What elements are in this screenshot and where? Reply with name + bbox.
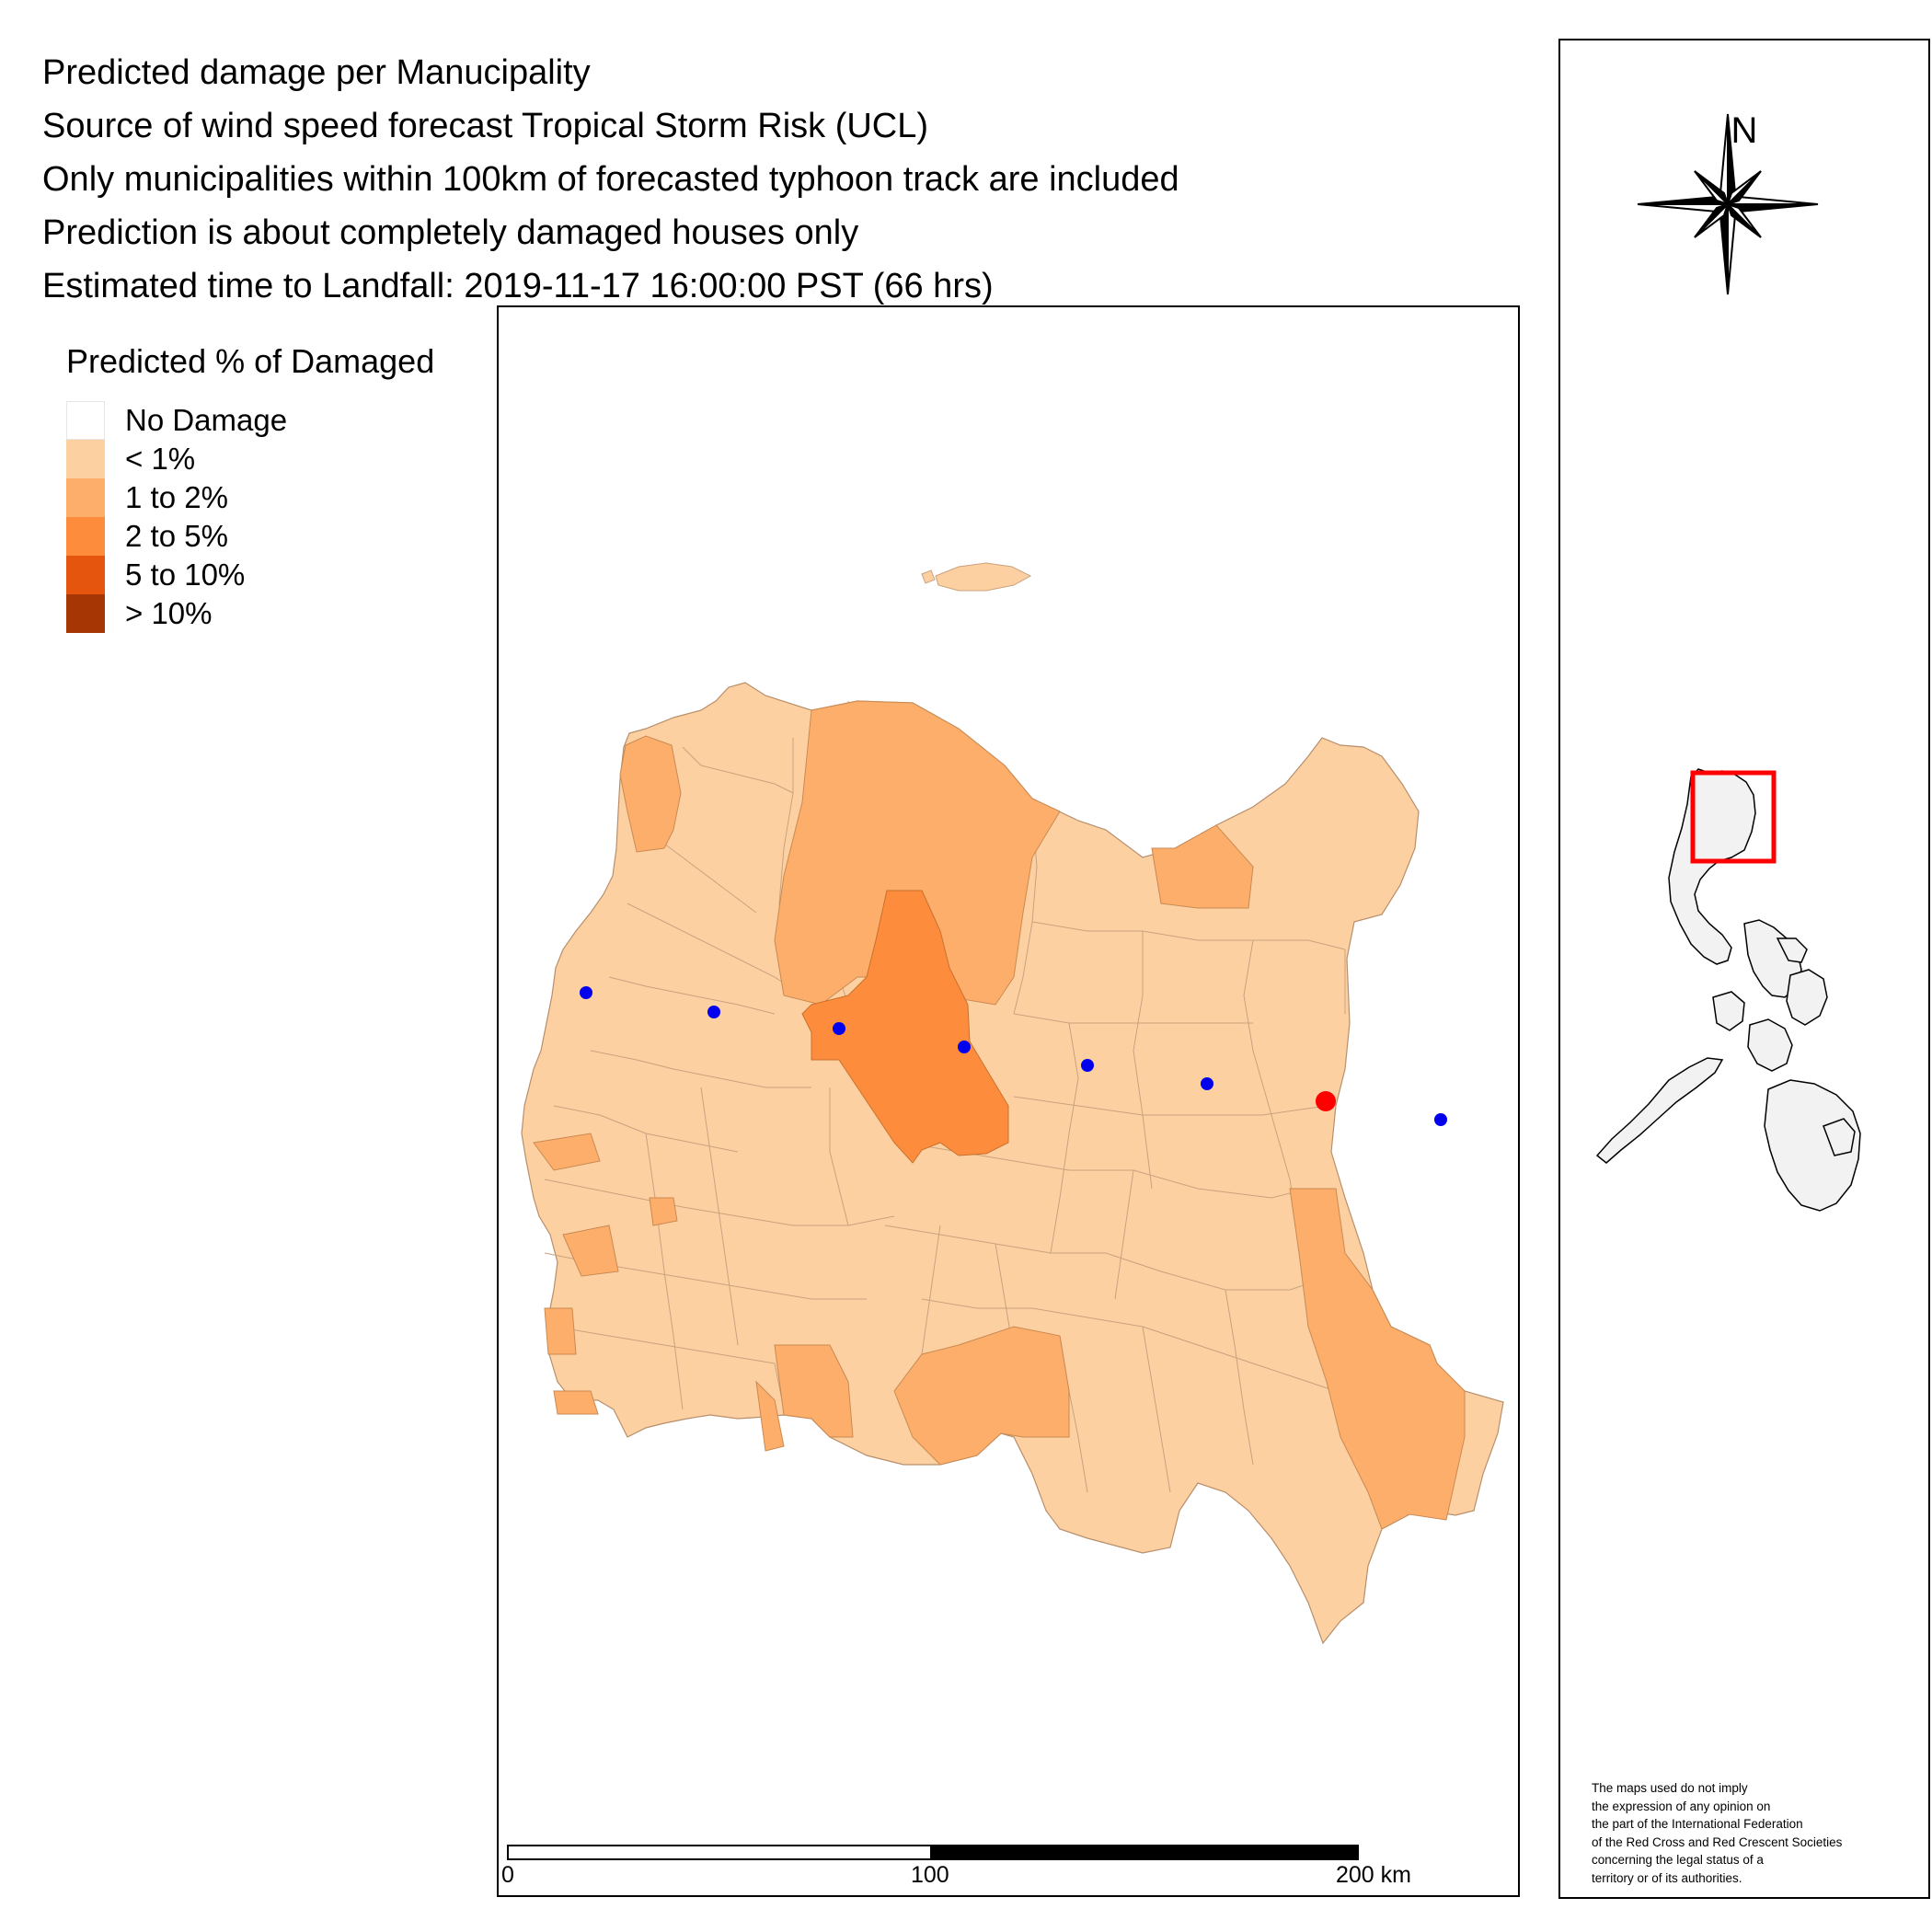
region-north-central — [774, 700, 1061, 1006]
damage-1to2-regions — [533, 700, 1466, 1530]
track-point — [958, 1041, 971, 1053]
north-label: N — [1731, 110, 1758, 151]
scale-label-0: 0 — [501, 1862, 514, 1888]
scale-bar — [507, 1845, 1359, 1860]
legend-item-lt1: < 1% — [66, 440, 434, 478]
region-east-coast — [1289, 1188, 1466, 1530]
legend: Predicted % of Damaged No Damage < 1% 1 … — [66, 342, 434, 633]
scale-label-100: 100 — [911, 1862, 949, 1888]
region-west-small — [649, 1197, 678, 1226]
legend-swatch — [66, 440, 105, 478]
legend-swatch — [66, 401, 105, 440]
disclaimer-line: territory or of its authorities. — [1592, 1870, 1742, 1885]
island-north — [935, 562, 1032, 592]
legend-label: > 10% — [125, 596, 213, 630]
main-map — [507, 562, 1504, 1860]
region-south-mid — [774, 1344, 854, 1438]
disclaimer-line: concerning the legal status of a — [1592, 1853, 1764, 1867]
legend-swatch — [66, 556, 105, 594]
region-west-coast-4 — [553, 1390, 599, 1415]
legend-label: 2 to 5% — [125, 519, 228, 553]
legend-label: < 1% — [125, 442, 196, 476]
disclaimer-line: the part of the International Federation — [1592, 1817, 1803, 1831]
disclaimer: The maps used do not imply the expressio… — [1592, 1779, 1842, 1887]
legend-label: No Damage — [125, 403, 288, 437]
region-south-west — [755, 1380, 785, 1452]
title-line-5: Estimated time to Landfall: 2019-11-17 1… — [42, 267, 994, 305]
legend-title: Predicted % of Damaged — [66, 342, 435, 380]
legend-swatch — [66, 517, 105, 556]
scale-bar-white — [507, 1845, 932, 1860]
scale-label-200: 200 km — [1336, 1862, 1411, 1888]
disclaimer-line: of the Red Cross and Red Crescent Societ… — [1592, 1834, 1843, 1849]
region-nw-coast — [619, 735, 682, 853]
legend-item-gt10: > 10% — [66, 594, 434, 633]
disclaimer-line: The maps used do not imply — [1592, 1781, 1748, 1795]
region-ne-small — [1151, 824, 1254, 909]
scale-bar-black — [930, 1845, 1359, 1860]
legend-item-2to5: 2 to 5% — [66, 517, 434, 556]
inset-highlight-box — [1690, 770, 1777, 864]
landfall-point — [1316, 1091, 1336, 1111]
region-west-coast-1 — [533, 1133, 601, 1171]
title-line-3: Only municipalities within 100km of fore… — [42, 160, 1179, 199]
title-line-1: Predicted damage per Manucipality — [42, 53, 591, 92]
legend-item-1to2: 1 to 2% — [66, 478, 434, 517]
disclaimer-line: the expression of any opinion on — [1592, 1799, 1771, 1813]
track-point — [1434, 1113, 1447, 1126]
track-point — [707, 1006, 720, 1018]
inset-map-philippines — [1595, 768, 1861, 1212]
inset-panel: N — [1558, 39, 1930, 1899]
region-south-center — [893, 1326, 1070, 1466]
legend-item-no-damage: No Damage — [66, 401, 434, 440]
legend-label: 5 to 10% — [125, 558, 246, 592]
main-map-panel: 0 100 200 km — [497, 305, 1520, 1897]
legend-swatch — [66, 594, 105, 633]
title-line-4: Prediction is about completely damaged h… — [42, 213, 859, 252]
legend-swatch — [66, 478, 105, 517]
track-point — [833, 1022, 845, 1035]
damage-2to5-region — [801, 890, 1009, 1164]
municipality-boundaries — [544, 700, 1420, 1493]
track-point — [1081, 1059, 1094, 1072]
title-block: Predicted damage per Manucipality Source… — [42, 46, 1179, 313]
track-points — [580, 986, 1447, 1126]
track-point — [1201, 1077, 1213, 1090]
north-arrow-icon — [1637, 113, 1819, 295]
islet-north — [921, 569, 936, 584]
track-point — [580, 986, 592, 999]
legend-item-5to10: 5 to 10% — [66, 556, 434, 594]
region-west-coast-2 — [562, 1225, 619, 1277]
legend-label: 1 to 2% — [125, 480, 228, 514]
region-west-coast-3 — [544, 1307, 577, 1355]
title-line-2: Source of wind speed forecast Tropical S… — [42, 107, 929, 145]
